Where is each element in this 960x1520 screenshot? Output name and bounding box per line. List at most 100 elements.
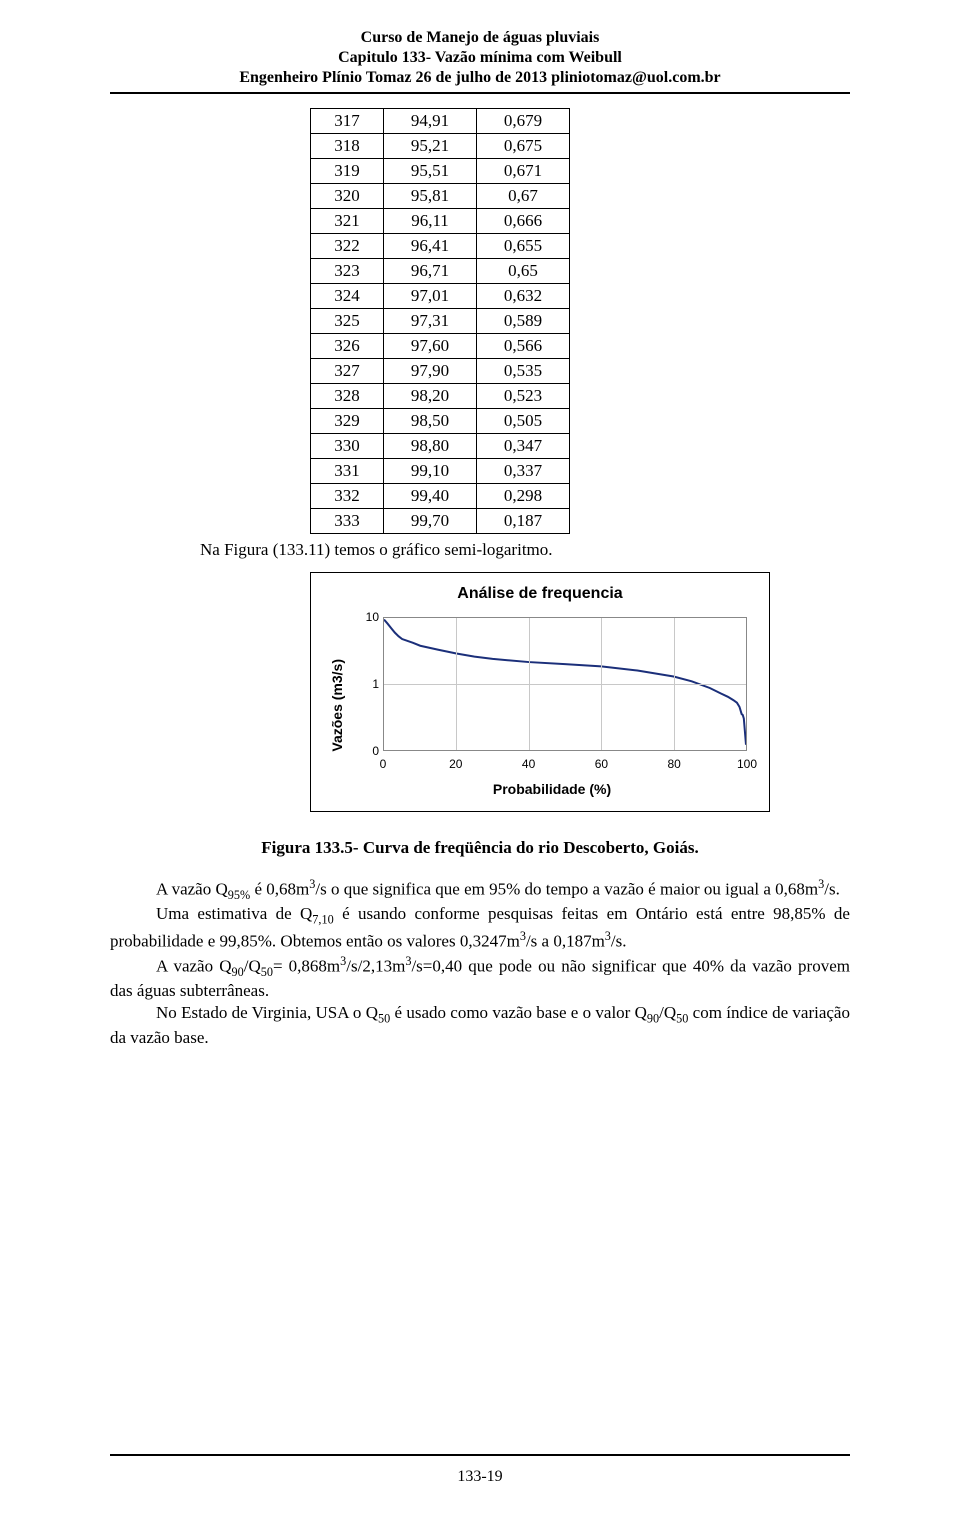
chart-container: Análise de frequencia Vazões (m3/s) 0110…: [310, 572, 770, 812]
table-cell: 325: [311, 309, 384, 334]
table-cell: 95,21: [384, 134, 477, 159]
chart-body: Vazões (m3/s) 0110020406080100 Probabili…: [329, 613, 751, 797]
table-cell: 326: [311, 334, 384, 359]
table-row: 33098,800,347: [311, 434, 570, 459]
table-row: 31895,210,675: [311, 134, 570, 159]
chart-plot-column: 0110020406080100 Probabilidade (%): [353, 613, 751, 797]
table-row: 32697,600,566: [311, 334, 570, 359]
table-cell: 99,10: [384, 459, 477, 484]
table-cell: 0,187: [477, 509, 570, 534]
table-cell: 319: [311, 159, 384, 184]
page-header: Curso de Manejo de águas pluviais Capitu…: [110, 28, 850, 88]
table-cell: 324: [311, 284, 384, 309]
table-cell: 0,666: [477, 209, 570, 234]
p1-sub1: 95%: [228, 888, 250, 902]
table-row: 32998,500,505: [311, 409, 570, 434]
table-cell: 0,298: [477, 484, 570, 509]
header-line-3: Engenheiro Plínio Tomaz 26 de julho de 2…: [110, 68, 850, 88]
table-row: 32597,310,589: [311, 309, 570, 334]
table-cell: 0,337: [477, 459, 570, 484]
p2-a: Uma estimativa de Q: [156, 904, 312, 923]
table-row: 33399,700,187: [311, 509, 570, 534]
table-cell: 0,347: [477, 434, 570, 459]
data-table-wrap: 31794,910,67931895,210,67531995,510,6713…: [310, 108, 850, 534]
table-cell: 98,50: [384, 409, 477, 434]
table-cell: 96,11: [384, 209, 477, 234]
table-cell: 328: [311, 384, 384, 409]
table-cell: 0,535: [477, 359, 570, 384]
body-text: A vazão Q95% é 0,68m3/s o que significa …: [110, 876, 850, 1049]
chart-gridline-v: [529, 618, 530, 750]
table-row: 32497,010,632: [311, 284, 570, 309]
table-cell: 99,40: [384, 484, 477, 509]
table-row: 31995,510,671: [311, 159, 570, 184]
page-number: 133-19: [0, 1468, 960, 1486]
p1-b: é 0,68m: [250, 880, 309, 899]
table-row: 32797,900,535: [311, 359, 570, 384]
chart-gridline-h: [384, 684, 746, 685]
table-cell: 96,71: [384, 259, 477, 284]
table-cell: 0,65: [477, 259, 570, 284]
table-cell: 0,523: [477, 384, 570, 409]
table-cell: 99,70: [384, 509, 477, 534]
p3-sub1: 90: [232, 965, 244, 979]
header-line-1: Curso de Manejo de águas pluviais: [110, 28, 850, 48]
table-cell: 0,566: [477, 334, 570, 359]
table-row: 32196,110,666: [311, 209, 570, 234]
table-cell: 95,51: [384, 159, 477, 184]
table-cell: 331: [311, 459, 384, 484]
table-cell: 0,675: [477, 134, 570, 159]
table-row: 32296,410,655: [311, 234, 570, 259]
chart-xlabel: Probabilidade (%): [353, 781, 751, 797]
table-cell: 0,67: [477, 184, 570, 209]
chart-xtick: 0: [380, 757, 387, 771]
table-cell: 330: [311, 434, 384, 459]
header-line-2: Capitulo 133- Vazão mínima com Weibull: [110, 48, 850, 68]
p3-b: /Q: [244, 956, 261, 975]
p4-a: No Estado de Virginia, USA o Q: [156, 1003, 378, 1022]
table-cell: 97,31: [384, 309, 477, 334]
chart-ytick: 0: [353, 744, 379, 758]
table-cell: 322: [311, 234, 384, 259]
caption-semilog: Na Figura (133.11) temos o gráfico semi-…: [200, 540, 850, 560]
data-table: 31794,910,67931895,210,67531995,510,6713…: [310, 108, 570, 534]
table-cell: 98,20: [384, 384, 477, 409]
p3-a: A vazão Q: [156, 956, 232, 975]
footer-rule: [110, 1454, 850, 1456]
table-cell: 0,589: [477, 309, 570, 334]
chart-ytick: 10: [353, 610, 379, 624]
table-row: 31794,910,679: [311, 109, 570, 134]
chart-plot-area: [383, 617, 747, 751]
chart-plot: 0110020406080100: [353, 613, 751, 773]
table-cell: 97,01: [384, 284, 477, 309]
table-row: 32898,200,523: [311, 384, 570, 409]
table-cell: 95,81: [384, 184, 477, 209]
table-cell: 98,80: [384, 434, 477, 459]
figure-caption: Figura 133.5- Curva de freqüência do rio…: [110, 838, 850, 858]
paragraph-1: A vazão Q95% é 0,68m3/s o que significa …: [110, 876, 850, 903]
table-cell: 97,90: [384, 359, 477, 384]
chart-xtick: 20: [449, 757, 462, 771]
paragraph-2: Uma estimativa de Q7,10 é usando conform…: [110, 903, 850, 953]
paragraph-4: No Estado de Virginia, USA o Q50 é usado…: [110, 1002, 850, 1049]
table-cell: 323: [311, 259, 384, 284]
chart-xtick: 80: [668, 757, 681, 771]
p4-sub1: 50: [378, 1012, 390, 1026]
table-row: 32396,710,65: [311, 259, 570, 284]
chart-xtick: 60: [595, 757, 608, 771]
document-page: Curso de Manejo de águas pluviais Capitu…: [0, 0, 960, 1520]
p3-c: = 0,868m: [273, 956, 340, 975]
table-cell: 318: [311, 134, 384, 159]
p4-sub2: 90: [647, 1012, 659, 1026]
chart-series-line: [384, 619, 746, 744]
p1-a: A vazão Q: [156, 880, 228, 899]
table-cell: 329: [311, 409, 384, 434]
chart-ytick: 1: [353, 677, 379, 691]
chart-gridline-v: [674, 618, 675, 750]
table-row: 33299,400,298: [311, 484, 570, 509]
p1-d: /s.: [824, 880, 840, 899]
table-cell: 0,505: [477, 409, 570, 434]
paragraph-3: A vazão Q90/Q50= 0,868m3/s/2,13m3/s=0,40…: [110, 953, 850, 1003]
table-cell: 97,60: [384, 334, 477, 359]
p3-d: /s/2,13m: [346, 956, 405, 975]
